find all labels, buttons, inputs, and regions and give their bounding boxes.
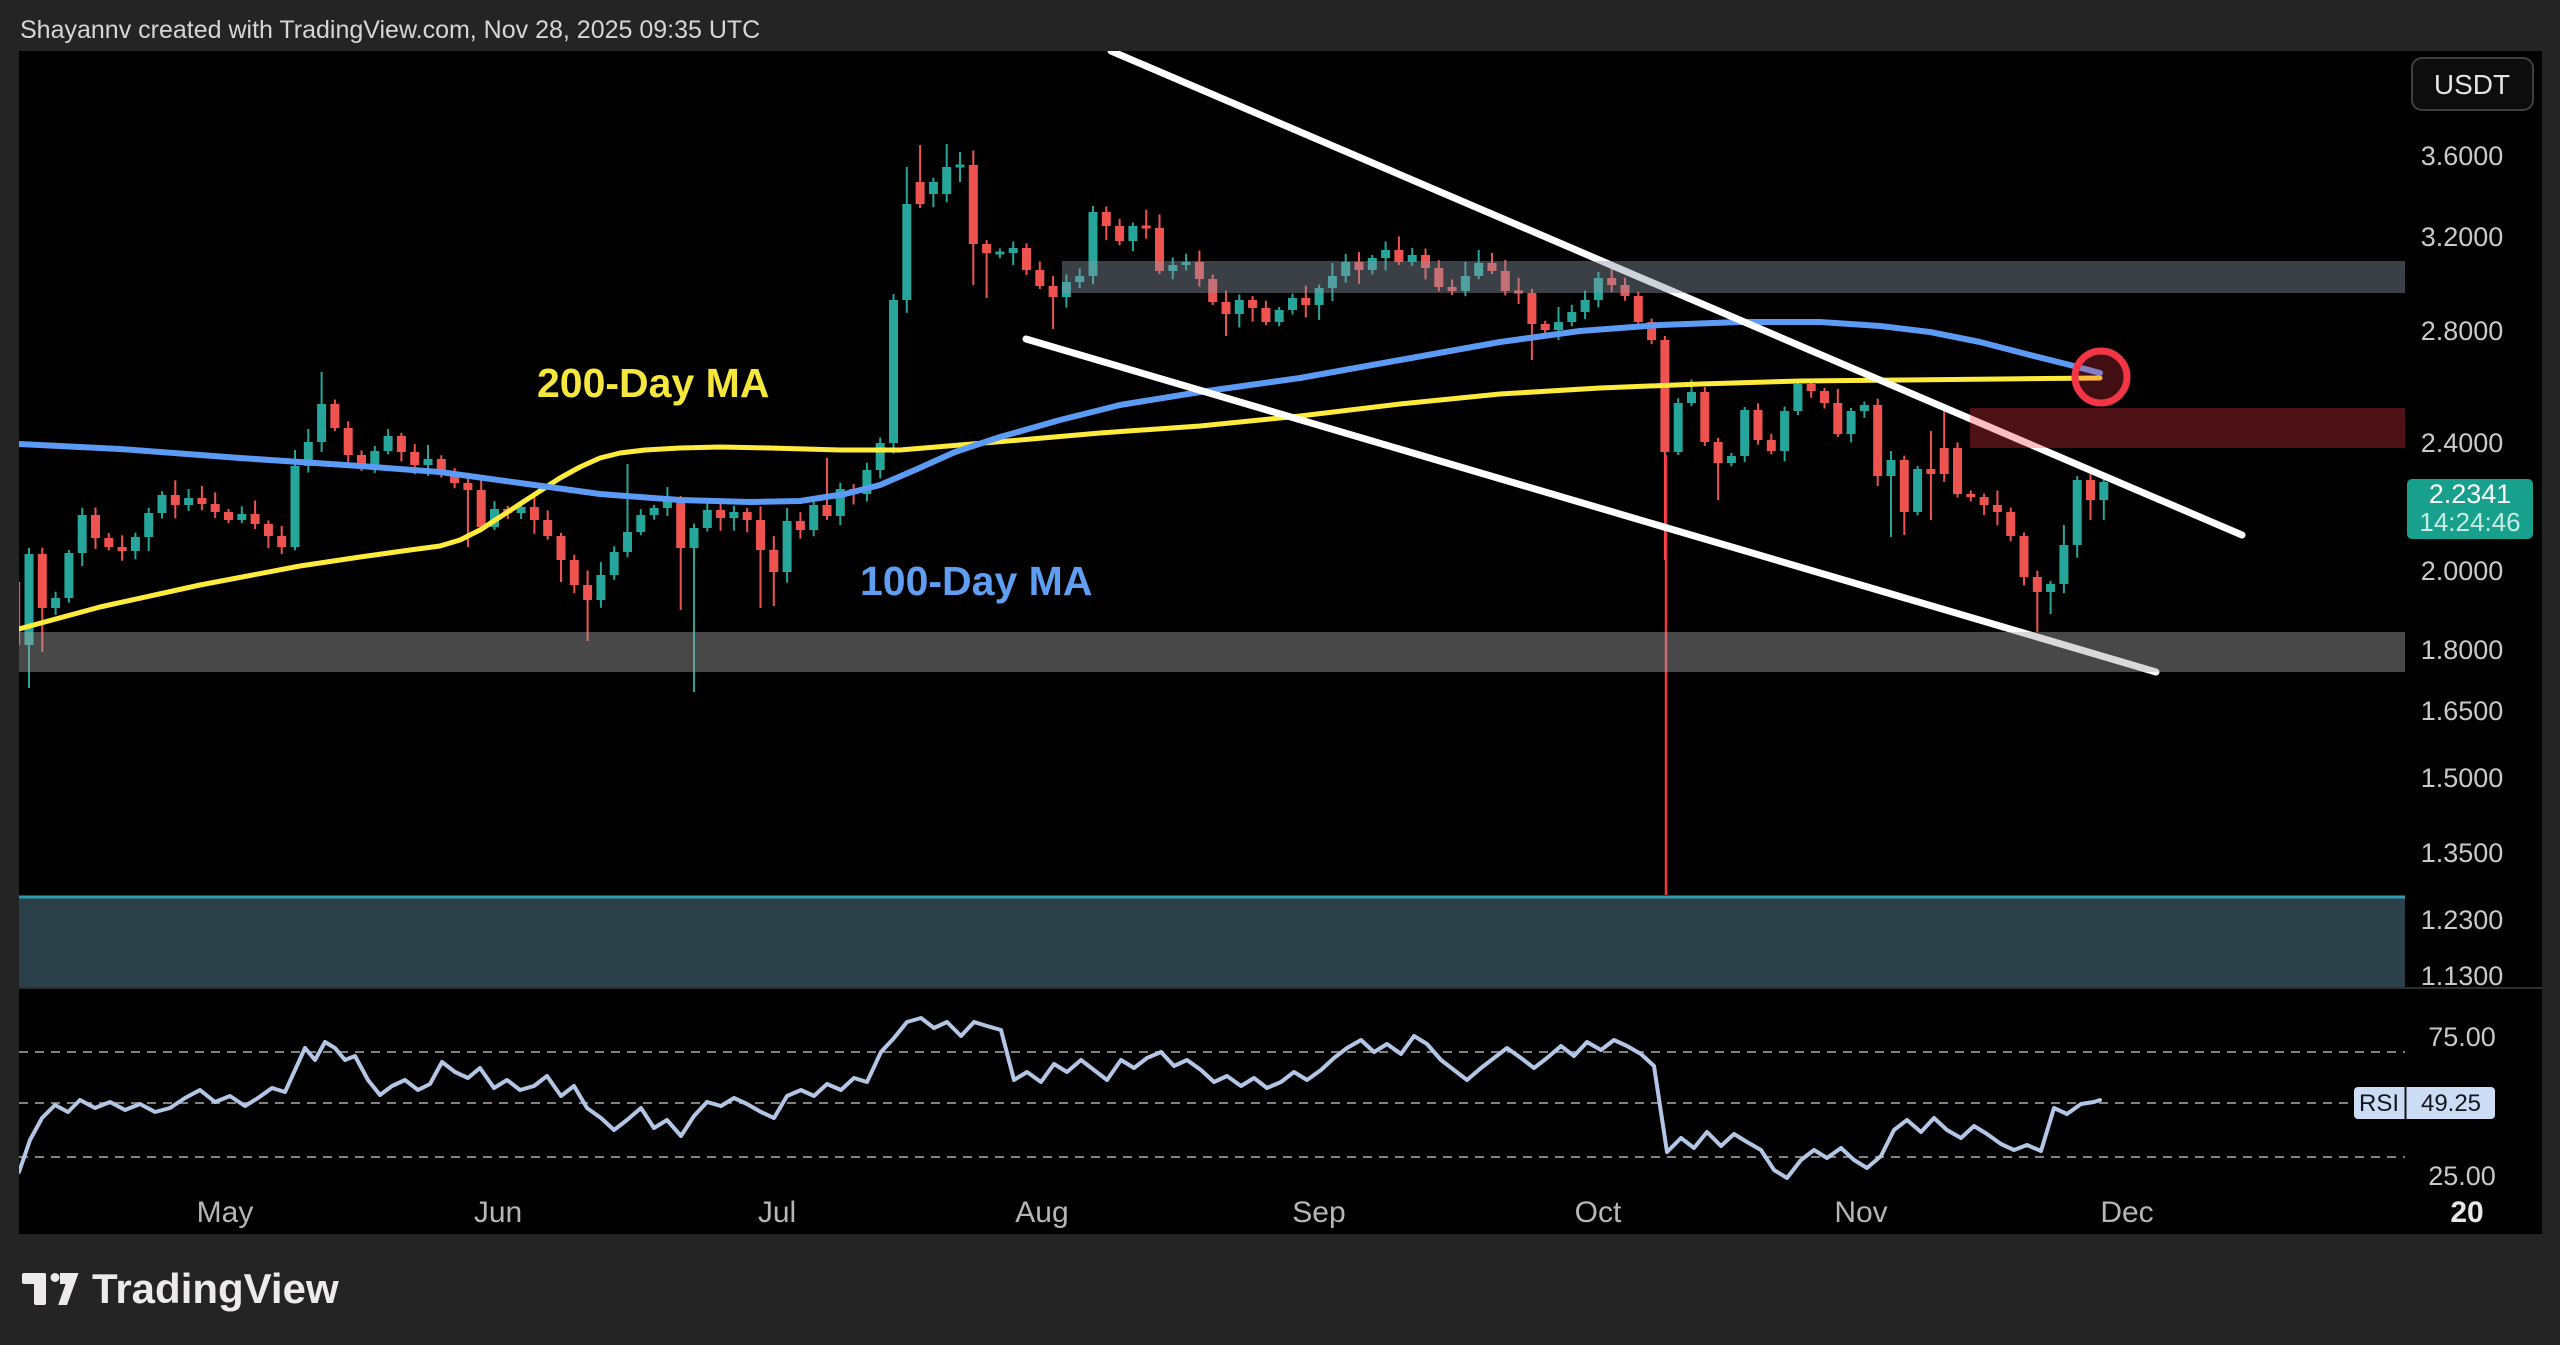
svg-text:3.2000: 3.2000	[2421, 222, 2504, 252]
svg-text:Nov: Nov	[1834, 1196, 1887, 1229]
svg-text:Oct: Oct	[1575, 1196, 1622, 1229]
svg-text:Jun: Jun	[474, 1196, 522, 1229]
svg-text:RSI: RSI	[2359, 1090, 2399, 1117]
svg-text:1.8000: 1.8000	[2421, 635, 2504, 665]
svg-text:75.00: 75.00	[2428, 1022, 2496, 1052]
svg-text:2.2341: 2.2341	[2429, 479, 2512, 509]
svg-text:2.0000: 2.0000	[2421, 556, 2504, 586]
svg-text:25.00: 25.00	[2428, 1161, 2496, 1191]
svg-text:3.6000: 3.6000	[2421, 141, 2504, 171]
svg-text:2.8000: 2.8000	[2421, 316, 2504, 346]
svg-text:Sep: Sep	[1292, 1196, 1345, 1229]
svg-text:14:24:46: 14:24:46	[2419, 507, 2520, 537]
svg-text:1.2300: 1.2300	[2421, 905, 2504, 935]
svg-text:1.6500: 1.6500	[2421, 696, 2504, 726]
svg-text:Jul: Jul	[758, 1196, 796, 1229]
svg-text:49.25: 49.25	[2421, 1090, 2481, 1117]
svg-text:1.5000: 1.5000	[2421, 763, 2504, 793]
svg-text:20: 20	[2450, 1196, 2483, 1229]
svg-text:2.4000: 2.4000	[2421, 428, 2504, 458]
svg-text:Dec: Dec	[2100, 1196, 2153, 1229]
svg-text:Aug: Aug	[1015, 1196, 1068, 1229]
svg-text:200-Day MA: 200-Day MA	[537, 360, 769, 406]
svg-text:1.1300: 1.1300	[2421, 961, 2504, 991]
svg-text:1.3500: 1.3500	[2421, 838, 2504, 868]
svg-text:May: May	[197, 1196, 254, 1229]
svg-text:TradingView: TradingView	[92, 1265, 339, 1312]
svg-text:USDT: USDT	[2434, 69, 2510, 100]
svg-text:100-Day MA: 100-Day MA	[860, 558, 1092, 604]
svg-text:Shayannv created with TradingV: Shayannv created with TradingView.com, N…	[20, 16, 760, 44]
